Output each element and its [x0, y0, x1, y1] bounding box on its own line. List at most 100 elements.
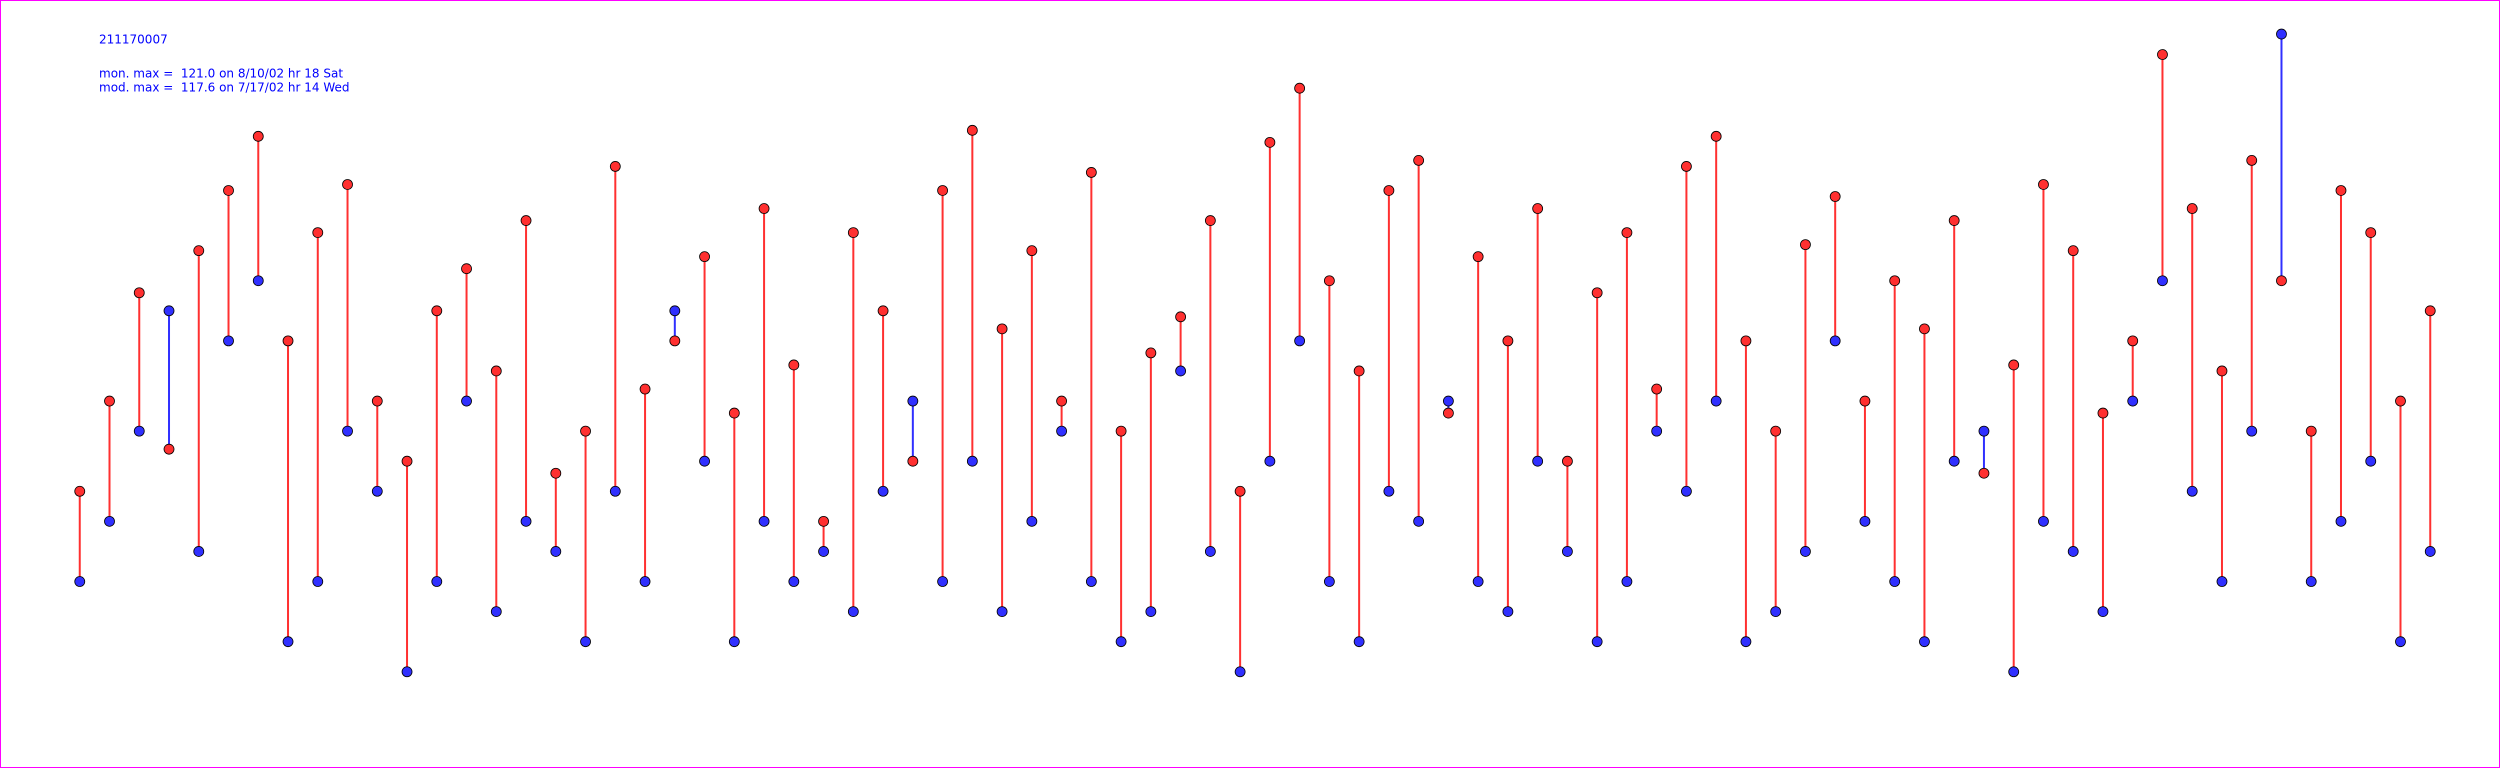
monitor-point	[312, 576, 324, 587]
model-point	[1710, 130, 1722, 142]
model-point	[2186, 203, 2198, 214]
monitor-point	[133, 425, 145, 437]
model-point	[1919, 323, 1930, 335]
model-point	[1234, 485, 1246, 497]
model-point	[609, 161, 621, 172]
model-point	[74, 485, 86, 497]
model-point	[2305, 425, 2317, 437]
model-point	[580, 425, 591, 437]
model-point	[1353, 365, 1365, 377]
monitor-point	[1978, 425, 1990, 437]
monitor-point	[1859, 515, 1871, 527]
model-point	[877, 305, 889, 317]
monitor-point	[1234, 666, 1246, 678]
model-point	[1413, 154, 1425, 166]
monitor-point	[877, 485, 889, 497]
monitor-point	[699, 455, 710, 467]
model-point	[193, 245, 205, 257]
model-point	[1800, 239, 1811, 251]
model-point	[1532, 203, 1544, 214]
monitor-point	[1294, 335, 1306, 347]
model-point	[937, 185, 948, 196]
model-point	[461, 263, 472, 275]
monitor-point	[1800, 546, 1811, 557]
model-point	[2335, 185, 2347, 196]
monitor-point	[1651, 425, 1663, 437]
model-point	[312, 227, 324, 238]
monitor-point	[937, 576, 948, 587]
model-point	[2395, 395, 2406, 407]
monitor-point	[431, 576, 443, 587]
monitor-point	[550, 546, 562, 557]
monitor-point	[1204, 546, 1216, 557]
model-point	[1978, 467, 1990, 479]
model-point	[252, 130, 264, 142]
monitor-point	[1383, 485, 1395, 497]
model-point	[1770, 425, 1782, 437]
monitor-point	[2067, 546, 2079, 557]
model-point	[669, 335, 681, 347]
monitor-point	[907, 395, 919, 407]
monitor-point	[966, 455, 978, 467]
model-point	[163, 443, 175, 455]
model-point	[133, 287, 145, 299]
model-point	[1204, 215, 1216, 226]
monitor-point	[1919, 636, 1930, 648]
monitor-point	[401, 666, 413, 678]
model-point	[1145, 347, 1157, 359]
monitor-point	[847, 606, 859, 617]
model-point	[1085, 167, 1097, 178]
model-point	[2127, 335, 2139, 347]
model-point	[2067, 245, 2079, 257]
model-point	[1859, 395, 1871, 407]
monitor-point	[223, 335, 234, 347]
model-point	[2008, 359, 2020, 371]
model-point	[1472, 251, 1484, 263]
monitor-point	[1413, 515, 1425, 527]
model-point	[2157, 49, 2168, 60]
model-point	[2246, 154, 2258, 166]
monitor-point	[580, 636, 591, 648]
monitor-point	[193, 546, 205, 557]
model-point	[371, 395, 383, 407]
monitor-point	[788, 576, 800, 587]
monitor-point	[371, 485, 383, 497]
model-point	[431, 305, 443, 317]
monitor-point	[996, 606, 1008, 617]
monitor-point	[1056, 425, 1068, 437]
model-point	[1442, 407, 1454, 419]
monitor-point	[1829, 335, 1841, 347]
monitor-point	[2305, 576, 2317, 587]
model-point	[639, 383, 651, 395]
monitor-point	[1353, 636, 1365, 648]
model-point	[1829, 191, 1841, 202]
chart-title: 211170007	[99, 33, 168, 47]
model-point	[1651, 383, 1663, 395]
monitor-point	[1740, 636, 1752, 648]
monitor-point	[1710, 395, 1722, 407]
model-point	[1115, 425, 1127, 437]
monitor-point	[1621, 576, 1633, 587]
model-point	[758, 203, 770, 214]
monitor-point	[728, 636, 740, 648]
monitor-point	[1681, 485, 1692, 497]
monitor-point	[520, 515, 532, 527]
model-point	[1175, 311, 1187, 323]
model-point	[2216, 365, 2228, 377]
annotation: mon. max = 121.0 on 8/10/02 hr 18 Sat	[99, 67, 343, 81]
monitor-point	[2395, 636, 2406, 648]
model-point	[2038, 179, 2049, 190]
model-point	[490, 365, 502, 377]
model-point	[788, 359, 800, 371]
model-point	[1740, 335, 1752, 347]
monitor-point	[1115, 636, 1127, 648]
model-point	[1264, 136, 1276, 148]
model-point	[1026, 245, 1038, 257]
monitor-point	[1472, 576, 1484, 587]
monitor-point	[461, 395, 472, 407]
model-point	[1889, 275, 1901, 287]
model-point	[2424, 305, 2436, 317]
model-point	[699, 251, 710, 263]
